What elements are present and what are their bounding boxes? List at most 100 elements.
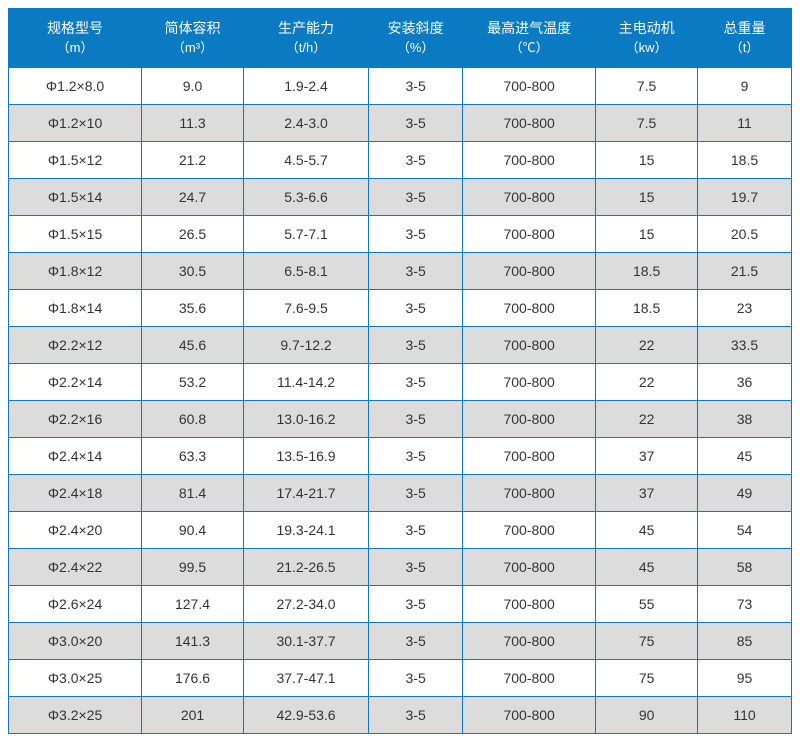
col-unit: （t/h） xyxy=(248,39,364,57)
table-cell: 3-5 xyxy=(369,141,463,178)
table-cell: 2.4-3.0 xyxy=(243,104,368,141)
table-cell: 700-800 xyxy=(463,659,596,696)
table-cell: 53.2 xyxy=(142,363,244,400)
table-cell: 11.3 xyxy=(142,104,244,141)
table-cell: 26.5 xyxy=(142,215,244,252)
table-cell: 21.2 xyxy=(142,141,244,178)
table-cell: 3-5 xyxy=(369,289,463,326)
table-cell: 55 xyxy=(596,585,698,622)
table-cell: 11 xyxy=(698,104,792,141)
col-unit: （℃） xyxy=(467,39,591,57)
table-cell: Φ2.4×20 xyxy=(9,511,142,548)
table-cell: 700-800 xyxy=(463,252,596,289)
table-row: Φ3.0×25176.637.7-47.13-5700-8007595 xyxy=(9,659,792,696)
table-cell: Φ3.2×25 xyxy=(9,696,142,733)
col-title: 安装斜度 xyxy=(388,20,444,36)
table-row: Φ2.4×2299.521.2-26.53-5700-8004558 xyxy=(9,548,792,585)
table-cell: 700-800 xyxy=(463,622,596,659)
table-cell: 201 xyxy=(142,696,244,733)
table-cell: Φ3.0×20 xyxy=(9,622,142,659)
table-cell: 700-800 xyxy=(463,178,596,215)
table-cell: 700-800 xyxy=(463,67,596,104)
table-row: Φ2.6×24127.427.2-34.03-5700-8005573 xyxy=(9,585,792,622)
col-header-volume: 简体容积 （m³） xyxy=(142,9,244,68)
table-row: Φ1.2×1011.32.4-3.03-5700-8007.511 xyxy=(9,104,792,141)
table-cell: 45.6 xyxy=(142,326,244,363)
table-body: Φ1.2×8.09.01.9-2.43-5700-8007.59Φ1.2×101… xyxy=(9,67,792,733)
table-cell: 13.5-16.9 xyxy=(243,437,368,474)
table-cell: Φ2.4×18 xyxy=(9,474,142,511)
table-row: Φ2.2×1660.813.0-16.23-5700-8002238 xyxy=(9,400,792,437)
table-cell: Φ2.2×16 xyxy=(9,400,142,437)
table-row: Φ1.8×1435.67.6-9.53-5700-80018.523 xyxy=(9,289,792,326)
table-cell: 75 xyxy=(596,659,698,696)
col-title: 简体容积 xyxy=(165,20,221,36)
table-cell: 7.6-9.5 xyxy=(243,289,368,326)
table-cell: 700-800 xyxy=(463,585,596,622)
table-cell: 85 xyxy=(698,622,792,659)
table-cell: 700-800 xyxy=(463,548,596,585)
table-row: Φ1.8×1230.56.5-8.13-5700-80018.521.5 xyxy=(9,252,792,289)
col-header-temp: 最高进气温度（℃） xyxy=(463,9,596,68)
col-unit: （t） xyxy=(702,39,787,57)
table-cell: 700-800 xyxy=(463,437,596,474)
col-unit: （m³） xyxy=(146,39,239,57)
col-title: 规格型号 xyxy=(47,20,103,36)
table-cell: Φ1.8×14 xyxy=(9,289,142,326)
table-cell: 30.5 xyxy=(142,252,244,289)
table-cell: 22 xyxy=(596,400,698,437)
col-header-weight: 总重量 （t） xyxy=(698,9,792,68)
table-cell: Φ2.4×14 xyxy=(9,437,142,474)
table-cell: 3-5 xyxy=(369,511,463,548)
table-cell: 3-5 xyxy=(369,622,463,659)
table-cell: 9 xyxy=(698,67,792,104)
table-cell: Φ1.2×10 xyxy=(9,104,142,141)
table-row: Φ3.0×20141.330.1-37.73-5700-8007585 xyxy=(9,622,792,659)
table-cell: 3-5 xyxy=(369,548,463,585)
table-cell: Φ3.0×25 xyxy=(9,659,142,696)
table-cell: 5.7-7.1 xyxy=(243,215,368,252)
table-cell: 45 xyxy=(596,511,698,548)
table-cell: 1.9-2.4 xyxy=(243,67,368,104)
col-title: 主电动机 xyxy=(619,20,675,36)
table-cell: 3-5 xyxy=(369,178,463,215)
spec-table: 规格型号 （m） 简体容积 （m³） 生产能力 （t/h） 安装斜度（%） 最高进气温… xyxy=(8,8,792,734)
table-cell: 20.5 xyxy=(698,215,792,252)
table-cell: 3-5 xyxy=(369,696,463,733)
table-cell: 700-800 xyxy=(463,215,596,252)
table-cell: 37 xyxy=(596,437,698,474)
table-cell: Φ1.8×12 xyxy=(9,252,142,289)
table-cell: 19.3-24.1 xyxy=(243,511,368,548)
table-cell: 176.6 xyxy=(142,659,244,696)
table-cell: 45 xyxy=(698,437,792,474)
table-cell: Φ2.4×22 xyxy=(9,548,142,585)
table-cell: 27.2-34.0 xyxy=(243,585,368,622)
table-cell: 11.4-14.2 xyxy=(243,363,368,400)
table-cell: 60.8 xyxy=(142,400,244,437)
table-row: Φ3.2×2520142.9-53.63-5700-80090110 xyxy=(9,696,792,733)
table-cell: 73 xyxy=(698,585,792,622)
table-row: Φ1.5×1424.75.3-6.63-5700-8001519.7 xyxy=(9,178,792,215)
table-cell: 15 xyxy=(596,215,698,252)
table-cell: 9.0 xyxy=(142,67,244,104)
table-row: Φ1.5×1526.55.7-7.13-5700-8001520.5 xyxy=(9,215,792,252)
table-cell: 5.3-6.6 xyxy=(243,178,368,215)
table-cell: 110 xyxy=(698,696,792,733)
col-title: 总重量 xyxy=(724,20,766,36)
table-cell: 23 xyxy=(698,289,792,326)
col-unit: （m） xyxy=(13,39,137,57)
table-cell: 18.5 xyxy=(698,141,792,178)
table-row: Φ1.2×8.09.01.9-2.43-5700-8007.59 xyxy=(9,67,792,104)
table-cell: 37.7-47.1 xyxy=(243,659,368,696)
table-cell: 700-800 xyxy=(463,474,596,511)
table-cell: 22 xyxy=(596,326,698,363)
table-cell: 3-5 xyxy=(369,326,463,363)
table-cell: 700-800 xyxy=(463,289,596,326)
col-header-slope: 安装斜度（%） xyxy=(369,9,463,68)
table-cell: 22 xyxy=(596,363,698,400)
table-cell: 3-5 xyxy=(369,400,463,437)
col-title: 生产能力 xyxy=(278,20,334,36)
table-cell: 15 xyxy=(596,141,698,178)
table-cell: 18.5 xyxy=(596,289,698,326)
table-cell: 127.4 xyxy=(142,585,244,622)
